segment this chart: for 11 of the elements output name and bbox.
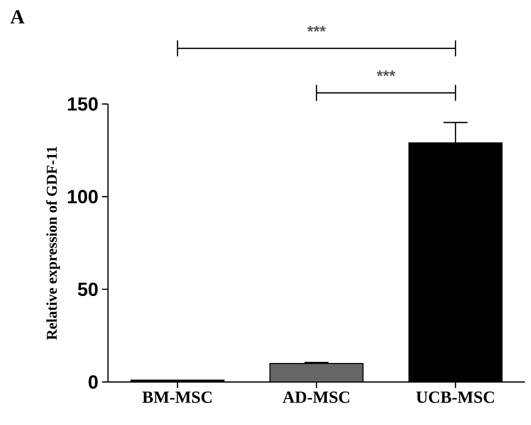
text: *** — [307, 26, 326, 32]
y-axis-title: Relative expression of GDF-11 — [46, 146, 60, 340]
y-tick-label: 0 — [88, 375, 98, 389]
x-tick-label: AD-MSC — [282, 392, 350, 403]
y-tick-label: 50 — [78, 282, 98, 296]
x-tick-label: BM-MSC — [142, 392, 212, 403]
x-tick-label: UCB-MSC — [416, 392, 494, 403]
text: *** — [376, 70, 396, 76]
y-tick-label: 100 — [68, 190, 98, 204]
chart-title: A — [10, 10, 24, 24]
y-tick-label: 150 — [68, 97, 98, 111]
